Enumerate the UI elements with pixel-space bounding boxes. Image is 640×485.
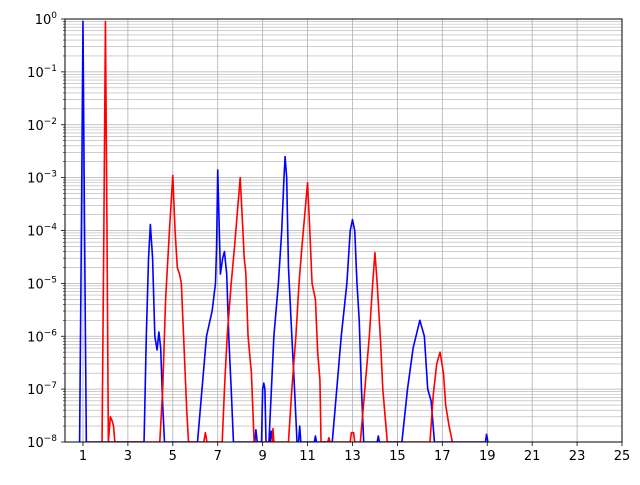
series-layer [78,20,489,442]
x-tick-label: 15 [389,449,406,464]
y-tick-label: 10−4 [27,223,57,240]
x-axis: 1 3 5 7 9 11 13 15 17 19 21 23 25 [79,442,630,464]
x-tick-label: 19 [479,449,496,464]
x-tick-label: 23 [569,449,586,464]
x-tick-label: 1 [79,449,87,464]
x-tick-label: 25 [614,449,631,464]
x-tick-label: 7 [214,449,222,464]
y-tick-label: 10−6 [27,328,57,345]
series-line-2 [101,20,454,442]
x-tick-label: 13 [344,449,361,464]
minor-grid [65,21,622,427]
x-tick-label: 21 [524,449,541,464]
y-tick-label: 100 [35,11,58,28]
x-tick-label: 11 [299,449,316,464]
y-axis: 100 10−1 10−2 10−3 10−4 10−5 10−6 10−7 10−8 [27,11,65,451]
y-tick-label: 10−3 [27,170,57,187]
y-tick-label: 10−7 [27,381,57,398]
y-tick-label: 10−8 [27,434,57,451]
x-tick-label: 3 [124,449,132,464]
y-tick-label: 10−5 [27,275,57,292]
y-tick-label: 10−2 [27,117,57,134]
x-tick-label: 9 [259,449,267,464]
x-tick-label: 5 [169,449,177,464]
x-tick-label: 17 [434,449,451,464]
y-tick-label: 10−1 [27,64,57,81]
